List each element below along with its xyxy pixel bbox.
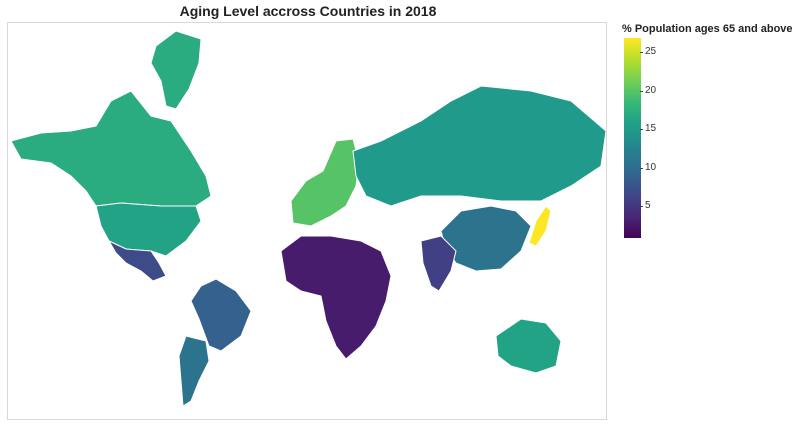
colorbar-tick-10: 10 (639, 161, 657, 173)
region-russia[interactable] (352, 85, 606, 207)
colorbar-tick-15: 15 (639, 123, 657, 135)
region-argentina[interactable] (178, 335, 210, 407)
colorbar-tick-20: 20 (639, 84, 657, 96)
region-mexico[interactable] (107, 239, 167, 282)
map-title: Aging Level accross Countries in 2018 (179, 3, 437, 19)
region-japan[interactable] (528, 205, 552, 247)
colorbar-tick-25: 25 (639, 46, 657, 58)
legend-title: % Population ages 65 and above (622, 23, 793, 35)
region-brazil[interactable] (190, 278, 252, 352)
colorbar (624, 38, 641, 238)
region-australia[interactable] (495, 318, 562, 374)
region-western-europe[interactable] (290, 138, 360, 227)
world-map[interactable] (8, 23, 607, 420)
region-india[interactable] (420, 235, 457, 292)
map-frame[interactable] (7, 22, 607, 420)
region-china[interactable] (440, 205, 532, 272)
region-canada[interactable] (10, 90, 212, 207)
region-united-states[interactable] (95, 202, 202, 257)
colorbar-tick-5: 5 (640, 200, 651, 212)
region-africa[interactable] (280, 235, 392, 360)
region-greenland[interactable] (150, 30, 202, 110)
